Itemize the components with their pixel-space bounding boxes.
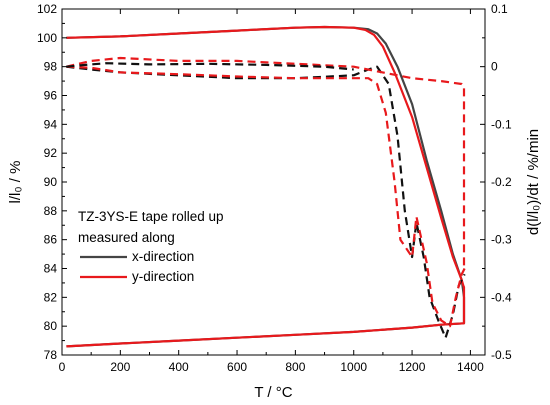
y-right-tick-label: -0.4 bbox=[491, 290, 512, 304]
y-left-tick-label: 92 bbox=[44, 146, 58, 160]
legend: TZ-3YS-E tape rolled up measured along x-d… bbox=[78, 209, 224, 284]
series-line-y-direction-left-1 bbox=[66, 25, 466, 348]
series-line-x-direction-left-0 bbox=[66, 25, 466, 348]
y-left-tick-label: 102 bbox=[37, 2, 57, 16]
axes: 0 200 400 600 800 1000 1200 1400788082848688909… bbox=[7, 2, 542, 401]
y-left-tick-label: 84 bbox=[44, 262, 58, 276]
y-left-tick-label: 100 bbox=[37, 31, 57, 45]
legend-title-line-1: TZ-3YS-E tape rolled up bbox=[78, 209, 224, 224]
x-tick-label: 1000 bbox=[340, 360, 367, 374]
x-tick-label: 1400 bbox=[457, 360, 484, 374]
x-tick-label: 0 bbox=[59, 360, 66, 374]
x-axis-title: T / °C bbox=[254, 384, 292, 401]
y-left-tick-label: 78 bbox=[44, 348, 58, 362]
y-left-axis-title: l/l₀ / % bbox=[7, 161, 24, 204]
legend-title-line-2: measured along bbox=[78, 230, 175, 245]
series-line-x-direction-right-2 bbox=[66, 65, 466, 339]
legend-label-x-direction: x-direction bbox=[132, 249, 194, 264]
y-left-tick-label: 90 bbox=[44, 175, 58, 189]
y-right-tick-label: -0.3 bbox=[491, 233, 512, 247]
series-layer bbox=[66, 25, 466, 348]
x-tick-label: 400 bbox=[169, 360, 189, 374]
y-right-axis-title: d(l/l₀)/dt / %/min bbox=[525, 129, 542, 235]
x-tick-label: 600 bbox=[227, 360, 247, 374]
y-left-tick-label: 86 bbox=[44, 233, 58, 247]
x-tick-label: 800 bbox=[285, 360, 305, 374]
series-line-y-direction-right-3 bbox=[66, 65, 466, 328]
y-left-tick-label: 94 bbox=[44, 117, 58, 131]
legend-label-y-direction: y-direction bbox=[132, 269, 194, 284]
y-left-tick-label: 88 bbox=[44, 204, 58, 218]
y-right-tick-label: -0.1 bbox=[491, 117, 512, 131]
y-left-tick-label: 80 bbox=[44, 319, 58, 333]
y-left-tick-label: 98 bbox=[44, 60, 58, 74]
y-left-tick-label: 82 bbox=[44, 290, 58, 304]
x-tick-label: 200 bbox=[110, 360, 130, 374]
y-right-tick-label: -0.5 bbox=[491, 348, 512, 362]
y-right-tick-label: 0 bbox=[491, 60, 498, 74]
y-right-tick-label: -0.2 bbox=[491, 175, 512, 189]
plot-frame bbox=[61, 8, 486, 356]
x-tick-label: 1200 bbox=[399, 360, 426, 374]
y-right-tick-label: 0.1 bbox=[491, 2, 508, 16]
series-line-x-direction-right-5 bbox=[66, 62, 354, 71]
y-left-tick-label: 96 bbox=[44, 89, 58, 103]
